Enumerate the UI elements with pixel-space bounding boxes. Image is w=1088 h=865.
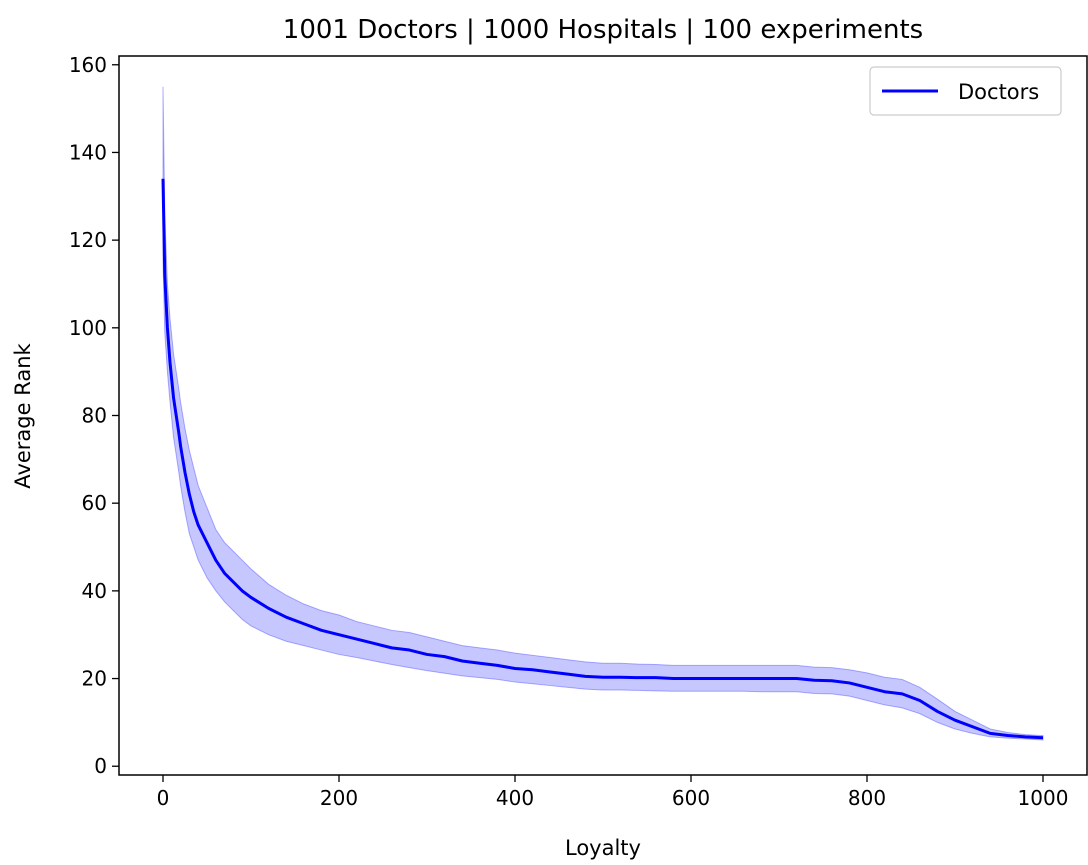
x-axis-ticks: 0 200 400 600 800 1000: [157, 775, 1069, 810]
plot-area: [161, 86, 1044, 741]
x-axis-label: Loyalty: [565, 836, 641, 860]
legend-box: [869, 66, 1062, 116]
y-tick-label: 120: [69, 228, 107, 252]
y-tick-label: 60: [82, 491, 107, 515]
y-tick-label: 40: [82, 579, 107, 603]
y-axis-ticks: 0 20 40 60 80 100 120 140 160: [69, 53, 119, 778]
x-tick-label: 400: [496, 786, 534, 810]
axes-frame: [118, 55, 1088, 776]
y-tick-label: 160: [69, 53, 107, 77]
x-tick-label: 800: [848, 786, 886, 810]
y-tick-label: 0: [94, 754, 107, 778]
series-band-doctors: [162, 86, 1044, 741]
y-tick-label: 80: [82, 404, 107, 428]
y-tick-label: 20: [82, 667, 107, 691]
legend: Doctors: [869, 66, 1062, 116]
y-tick-label: 140: [69, 140, 107, 164]
y-axis-label: Average Rank: [11, 342, 35, 488]
x-tick-label: 200: [320, 786, 358, 810]
x-tick-label: 0: [157, 786, 170, 810]
series-line-doctors: [161, 178, 1044, 740]
x-tick-label: 1000: [1018, 786, 1069, 810]
x-tick-label: 600: [672, 786, 710, 810]
y-tick-label: 100: [69, 316, 107, 340]
chart-title: 1001 Doctors | 1000 Hospitals | 100 expe…: [283, 15, 923, 45]
legend-label-doctors: Doctors: [958, 80, 1039, 104]
